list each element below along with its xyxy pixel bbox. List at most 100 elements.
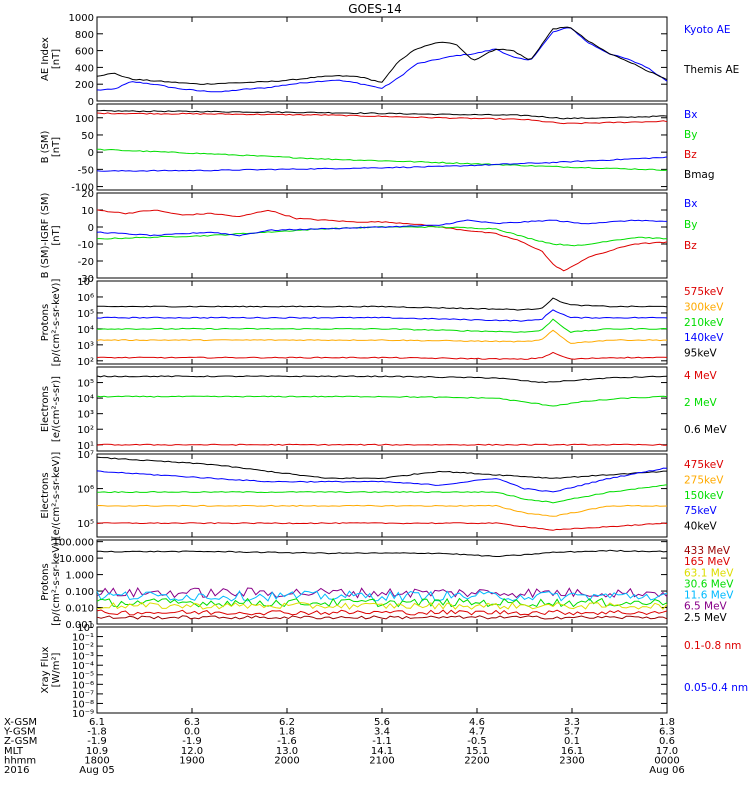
ephemeris-value: Aug 05 [79, 765, 114, 776]
series-line [96, 375, 668, 384]
y-tick-label: 10.000 [59, 554, 94, 565]
y-tick-label: 600 [75, 47, 94, 58]
legend-entry: 210keV [684, 317, 724, 329]
panel-electrons2: 10⁵ 10⁶ 10⁷ Electrons [e/(cm²-s-sr-keV)] 475k… [40, 450, 724, 539]
series-line [96, 597, 668, 608]
legend-entry: Bz [684, 240, 697, 252]
y-tick-label: 10⁻⁶ [72, 680, 94, 691]
y-axis-label: Electrons [40, 472, 51, 518]
ephemeris-value: 15.1 [466, 746, 488, 757]
panel-protons2: 0.001 0.010 0.100 1.000 10.000 100.000 Protons… [40, 538, 734, 631]
y-axis-label: [nT] [51, 225, 62, 245]
legend-entry: Themis AE [683, 64, 739, 76]
ephemeris-label: Y-GSM [3, 727, 36, 738]
y-axis-label: Electrons [40, 386, 51, 432]
ephemeris-value: -1.8 [87, 727, 107, 738]
ephemeris-value: 13.0 [276, 746, 298, 757]
y-tick-label: 0 [88, 223, 94, 234]
y-tick-label: 10⁵ [77, 519, 94, 530]
panel-frame [96, 192, 668, 279]
y-tick-label: 800 [75, 30, 94, 41]
panel-frame [96, 280, 668, 365]
series-line [96, 156, 668, 172]
ephemeris-label: X-GSM [4, 717, 37, 728]
series-line [96, 522, 668, 531]
y-axis-label: Xray Flux [40, 646, 51, 693]
series-line [96, 504, 668, 517]
legend-entry: Bx [684, 198, 697, 210]
ephemeris-value: 14.1 [371, 746, 393, 757]
legend-entry: By [684, 129, 697, 141]
legend-entry: 30.6 MeV [684, 578, 734, 590]
ephemeris-value: 1.8 [659, 717, 675, 728]
series-line [96, 318, 668, 333]
legend-entry: 150keV [684, 490, 724, 502]
series-line [96, 395, 668, 407]
ephemeris-value: 6.3 [184, 717, 200, 728]
ephemeris-label: Z-GSM [4, 736, 37, 747]
panel-frame [96, 453, 668, 538]
ephemeris-value: 2300 [559, 755, 584, 766]
legend-entry: 140keV [684, 332, 724, 344]
ephemeris-value: 6.2 [279, 717, 295, 728]
series-line [97, 148, 668, 171]
ephemeris-value: Aug 06 [649, 765, 684, 776]
y-tick-label: 0 [88, 148, 94, 159]
y-tick-label: 0.010 [65, 604, 94, 615]
series-line [96, 615, 668, 620]
legend-entry: Bz [684, 149, 697, 161]
series-line [96, 112, 668, 125]
y-tick-label: 1000 [69, 13, 94, 24]
ephemeris-table: X-GSM 6.1 6.3 6.2 5.6 4.6 3.3 1.8 Y-GSM -1.8 0.0 1.… [3, 717, 685, 776]
y-tick-label: -100 [71, 183, 94, 194]
legend-entry: Bx [684, 109, 697, 121]
y-tick-label: 400 [75, 63, 94, 74]
series-line [96, 26, 668, 85]
legend-entry: Bmag [684, 169, 715, 181]
ephemeris-value: -0.5 [467, 736, 487, 747]
y-tick-label: 10⁵ [77, 309, 94, 320]
series-line [96, 609, 668, 616]
panel-frame [96, 626, 668, 714]
y-tick-label: 10⁴ [77, 325, 94, 336]
y-tick-label: 20 [81, 189, 94, 200]
series-line [96, 309, 668, 322]
y-tick-label: 50 [81, 131, 94, 142]
legend-entry: 165 MeV [684, 556, 731, 568]
y-tick-label: -50 [78, 165, 94, 176]
series-line [96, 549, 668, 557]
y-axis-label: [nT] [51, 49, 62, 69]
y-tick-label: 100 [75, 114, 94, 125]
page-title: GOES-14 [348, 2, 402, 16]
y-tick-label: 10³ [77, 341, 94, 352]
ephemeris-value: 3.4 [374, 727, 390, 738]
panel-bigrf: 20 10 0 -10 -20 -30 B (SM)-IGRF (SM) [nT] Bx By Bz [40, 189, 697, 285]
ephemeris-value: 5.7 [564, 727, 580, 738]
series-line [96, 219, 668, 237]
ephemeris-value: -1.9 [182, 736, 202, 747]
ephemeris-label: hhmm [4, 755, 36, 766]
y-axis-label: [nT] [51, 137, 62, 157]
y-tick-label: 0.100 [65, 587, 94, 598]
y-tick-label: -10 [78, 240, 94, 251]
y-tick-label: 10 [81, 206, 94, 217]
y-tick-label: 0 [88, 97, 94, 108]
y-tick-label: 10² [77, 357, 94, 368]
legend-entry: 2.5 MeV [684, 612, 728, 624]
legend-entry: 300keV [684, 301, 724, 313]
y-axis-label: [W/m²] [51, 652, 62, 687]
series-line [96, 456, 667, 480]
panel-bsm: 100 50 0 -50 -100 B (SM) [nT] Bx By Bz Bmag [40, 103, 715, 194]
legend-entry: 2 MeV [684, 397, 718, 409]
ephemeris-value: 6.1 [89, 717, 105, 728]
ephemeris-value: 0.1 [564, 736, 580, 747]
series-line [96, 484, 668, 504]
legend-entry: 4 MeV [684, 370, 718, 382]
y-tick-label: 10² [77, 425, 94, 436]
y-tick-label: 10⁴ [77, 394, 94, 405]
series-line [96, 467, 668, 493]
y-axis-label: [p/(cm²-s-sr-keV)] [51, 538, 62, 626]
y-tick-label: 1.000 [65, 571, 94, 582]
y-tick-label: 10⁻² [72, 642, 94, 653]
